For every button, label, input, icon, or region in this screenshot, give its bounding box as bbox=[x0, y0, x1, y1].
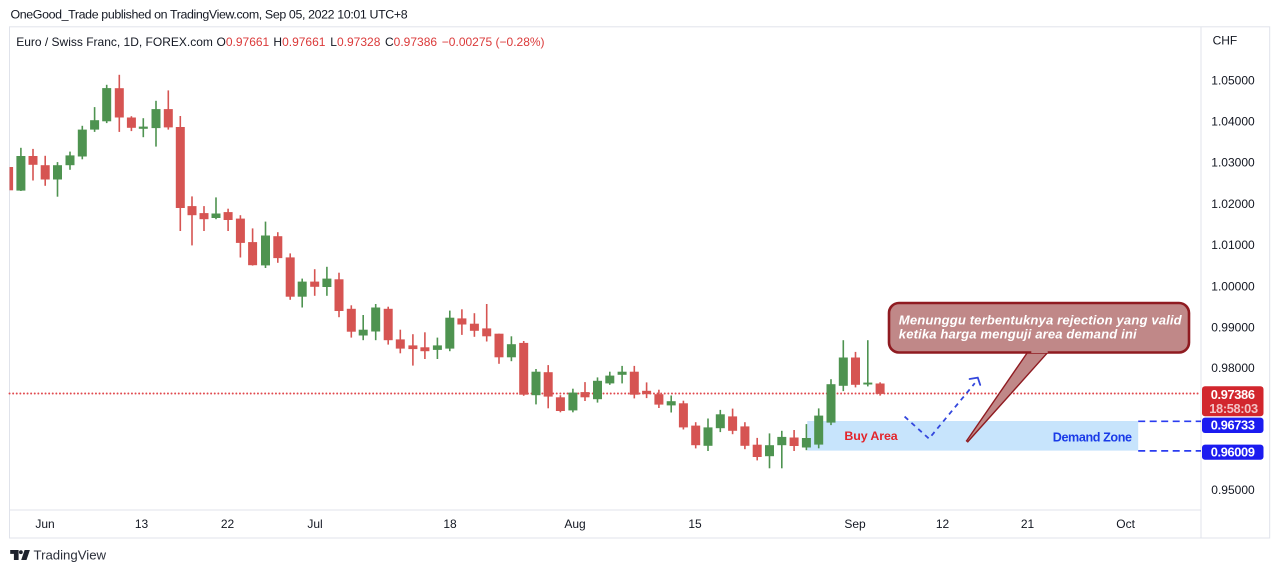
svg-text:Demand Zone: Demand Zone bbox=[1053, 431, 1132, 445]
svg-text:1.05000: 1.05000 bbox=[1211, 74, 1255, 88]
svg-text:13: 13 bbox=[135, 517, 149, 531]
svg-text:0.99000: 0.99000 bbox=[1211, 321, 1255, 335]
svg-text:1.03000: 1.03000 bbox=[1211, 156, 1255, 170]
svg-text:Sep: Sep bbox=[844, 517, 866, 531]
svg-text:1.01000: 1.01000 bbox=[1211, 238, 1255, 252]
svg-text:ketika harga menguji area dema: ketika harga menguji area demand ini bbox=[899, 326, 1137, 341]
svg-text:21: 21 bbox=[1021, 517, 1035, 531]
svg-text:1.00000: 1.00000 bbox=[1211, 279, 1255, 293]
svg-text:1.02000: 1.02000 bbox=[1211, 197, 1255, 211]
svg-text:0.97386: 0.97386 bbox=[1211, 387, 1255, 402]
svg-text:18: 18 bbox=[443, 517, 457, 531]
svg-text:Euro / Swiss Franc, 1D, FOREX.: Euro / Swiss Franc, 1D, FOREX.com O0.9766… bbox=[16, 35, 544, 49]
svg-text:0.98000: 0.98000 bbox=[1211, 361, 1255, 375]
svg-text:18:58:03: 18:58:03 bbox=[1209, 401, 1258, 416]
svg-text:Oct: Oct bbox=[1116, 517, 1135, 531]
svg-text:0.96733: 0.96733 bbox=[1211, 418, 1255, 433]
svg-text:Buy Area: Buy Area bbox=[844, 429, 897, 443]
svg-text:CHF: CHF bbox=[1213, 34, 1238, 48]
svg-text:1.04000: 1.04000 bbox=[1211, 115, 1255, 129]
svg-text:Jul: Jul bbox=[307, 517, 322, 531]
svg-text:0.95000: 0.95000 bbox=[1211, 483, 1255, 497]
svg-text:OneGood_Trade published on Tra: OneGood_Trade published on TradingView.c… bbox=[11, 7, 408, 21]
svg-text:TradingView: TradingView bbox=[34, 547, 107, 562]
svg-text:0.96009: 0.96009 bbox=[1211, 445, 1255, 460]
svg-text:Aug: Aug bbox=[564, 517, 585, 531]
svg-text:15: 15 bbox=[688, 517, 702, 531]
svg-text:Jun: Jun bbox=[35, 517, 54, 531]
svg-text:22: 22 bbox=[221, 517, 235, 531]
svg-text:12: 12 bbox=[936, 517, 950, 531]
svg-text:Menunggu terbentuknya rejectio: Menunggu terbentuknya rejection yang val… bbox=[899, 313, 1183, 328]
